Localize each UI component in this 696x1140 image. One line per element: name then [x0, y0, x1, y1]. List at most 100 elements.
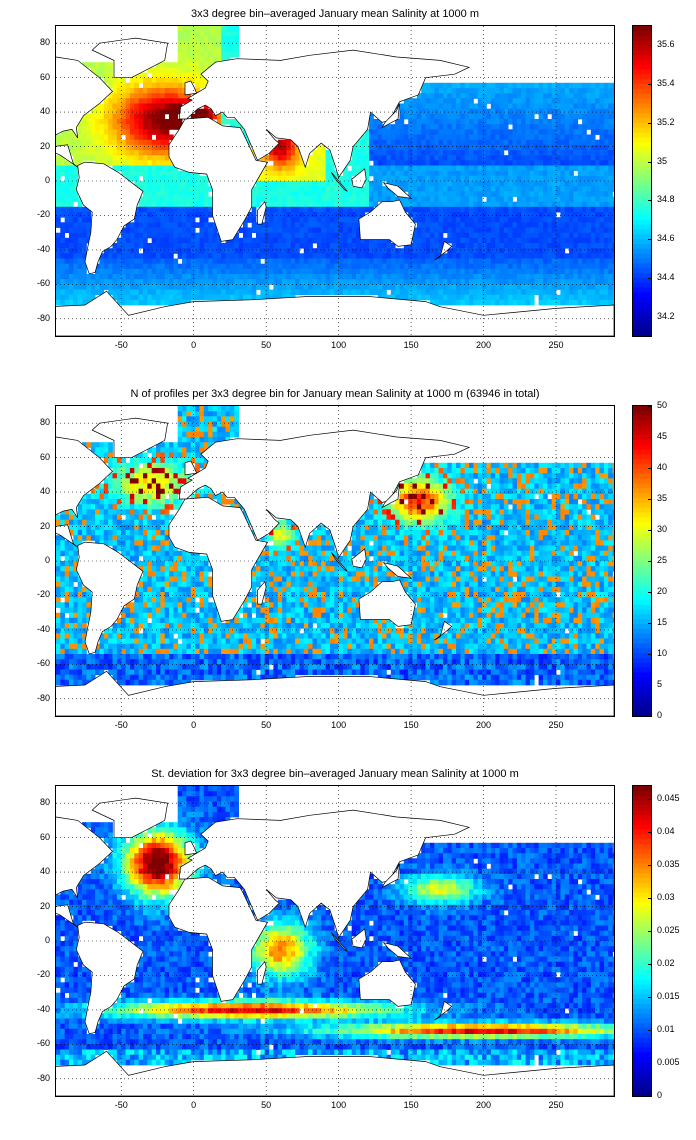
- heatmap-cell: [121, 93, 126, 99]
- heatmap-cell: [282, 284, 287, 290]
- colorbar-tick: [648, 316, 652, 318]
- heatmap-cell: [395, 279, 400, 285]
- heatmap-cell: [560, 279, 566, 285]
- heatmap-cell: [143, 144, 148, 151]
- heatmap-cell: [403, 144, 409, 151]
- heatmap-cell: [408, 150, 413, 156]
- heatmap-cell: [56, 134, 61, 141]
- heatmap-cell: [203, 232, 209, 239]
- heatmap-cell: [121, 623, 126, 629]
- heatmap-cell: [138, 237, 144, 244]
- heatmap-cell: [377, 170, 383, 177]
- heatmap-cell: [573, 124, 579, 130]
- heatmap-cell: [108, 139, 113, 146]
- heatmap-cell: [556, 253, 561, 259]
- heatmap-cell: [308, 232, 313, 239]
- heatmap-cell: [286, 227, 292, 234]
- heatmap-cell: [469, 217, 474, 223]
- heatmap-cell: [108, 119, 113, 125]
- heatmap-cell: [525, 222, 531, 228]
- heatmap-cell: [495, 196, 500, 203]
- heatmap-cell: [347, 243, 352, 249]
- heatmap-cell: [303, 284, 309, 290]
- heatmap-cell: [77, 284, 83, 290]
- heatmap-cell: [603, 165, 609, 172]
- heatmap-cell: [277, 253, 283, 259]
- heatmap-cell: [438, 160, 444, 166]
- heatmap-cell: [569, 222, 574, 228]
- heatmap-cell: [577, 82, 583, 89]
- heatmap-cell: [569, 139, 574, 146]
- heatmap-cell: [599, 237, 605, 244]
- heatmap-cell: [512, 274, 518, 280]
- heatmap-cell: [116, 160, 122, 166]
- heatmap-cell: [247, 232, 252, 239]
- heatmap-cell: [121, 545, 126, 552]
- heatmap-cell: [121, 237, 126, 244]
- heatmap-cell: [295, 263, 300, 270]
- heatmap-cell: [429, 206, 435, 213]
- heatmap-cell: [364, 237, 370, 244]
- heatmap-cell: [173, 237, 179, 244]
- heatmap-cell: [556, 274, 561, 280]
- heatmap-cell: [573, 237, 579, 244]
- heatmap-cell: [425, 201, 431, 208]
- heatmap-cell: [134, 217, 139, 223]
- heatmap-cell: [160, 294, 166, 301]
- heatmap-cell: [508, 268, 513, 275]
- heatmap-cell: [556, 103, 561, 110]
- heatmap-cell: [73, 555, 79, 562]
- heatmap-cell: [77, 530, 83, 536]
- heatmap-cell: [334, 191, 339, 197]
- heatmap-cell: [203, 284, 209, 290]
- heatmap-cell: [299, 243, 305, 249]
- colorbar-step: [633, 59, 651, 66]
- heatmap-cell: [312, 279, 318, 285]
- heatmap-cell: [151, 237, 157, 244]
- heatmap-cell: [416, 253, 422, 259]
- heatmap-cell: [295, 175, 300, 182]
- heatmap-cell: [329, 212, 335, 218]
- colorbar-step: [633, 166, 651, 172]
- heatmap-cell: [182, 82, 187, 89]
- heatmap-cell: [416, 268, 422, 275]
- heatmap-cell: [421, 232, 426, 239]
- heatmap-cell: [534, 222, 539, 228]
- heatmap-cell: [86, 612, 92, 619]
- heatmap-cell: [286, 196, 292, 203]
- heatmap-cell: [599, 258, 605, 265]
- heatmap-cell: [160, 201, 166, 208]
- heatmap-cell: [121, 165, 126, 172]
- heatmap-cell: [543, 144, 548, 151]
- heatmap-cell: [495, 186, 500, 192]
- heatmap-cell: [73, 623, 79, 629]
- heatmap-cell: [460, 258, 466, 265]
- heatmap-cell: [538, 181, 544, 187]
- heatmap-cell: [151, 232, 157, 239]
- heatmap-cell: [382, 294, 387, 301]
- heatmap-cell: [499, 124, 505, 130]
- heatmap-cell: [129, 134, 135, 141]
- heatmap-cell: [456, 263, 461, 270]
- heatmap-cell: [86, 499, 92, 505]
- heatmap-cell: [508, 175, 513, 182]
- heatmap-cell: [86, 119, 92, 125]
- heatmap-cell: [529, 253, 535, 259]
- heatmap-cell: [547, 274, 552, 280]
- heatmap-cell: [73, 535, 79, 541]
- heatmap-cell: [69, 664, 74, 670]
- heatmap-cell: [438, 98, 444, 104]
- heatmap-cell: [303, 243, 309, 249]
- heatmap-cell: [512, 243, 518, 249]
- heatmap-cell: [499, 243, 505, 249]
- heatmap-cell: [547, 284, 552, 290]
- heatmap-cell: [599, 108, 605, 115]
- heatmap-cell: [338, 258, 344, 265]
- heatmap-cell: [347, 258, 352, 265]
- heatmap-cell: [186, 77, 192, 84]
- heatmap-cell: [569, 284, 574, 290]
- heatmap-cell: [416, 119, 422, 125]
- heatmap-cell: [403, 134, 409, 141]
- heatmap-cell: [116, 504, 122, 510]
- heatmap-cell: [125, 274, 131, 280]
